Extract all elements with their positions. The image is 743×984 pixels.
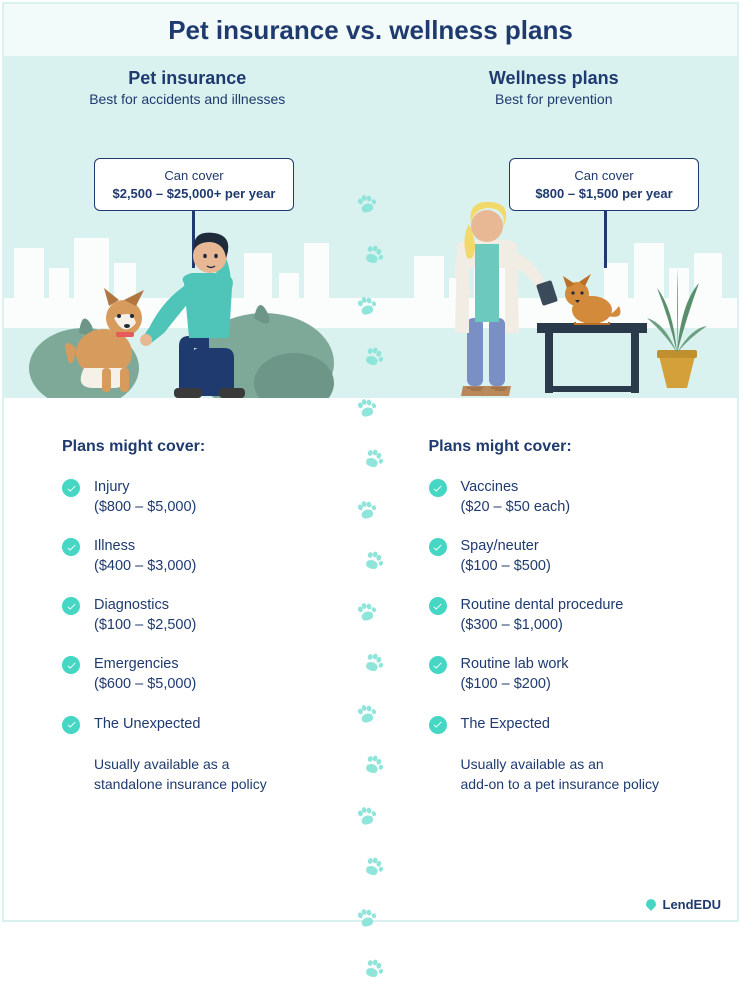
left-availability: Usually available as astandalone insuran… — [94, 754, 343, 795]
coverage-item-text: Injury($800 – $5,000) — [94, 478, 196, 517]
right-column: Plans might cover: Vaccines($20 – $50 ea… — [371, 398, 738, 795]
right-column-header: Wellness plans Best for prevention — [371, 68, 738, 107]
check-icon — [429, 597, 447, 615]
check-icon — [429, 538, 447, 556]
coverage-item-text: Illness($400 – $3,000) — [94, 537, 196, 576]
paw-icon — [360, 956, 387, 982]
paw-icon — [353, 803, 380, 829]
right-heading: Wellness plans — [371, 68, 738, 89]
check-icon — [429, 479, 447, 497]
coverage-item-text: Vaccines($20 – $50 each) — [461, 478, 571, 517]
sign-left-line1: Can cover — [164, 168, 223, 183]
brand-logo: LendEDU — [644, 897, 722, 912]
check-icon — [429, 716, 447, 734]
coverage-item-text: The Unexpected — [94, 715, 200, 735]
illustration-man-dog — [24, 188, 344, 398]
coverage-item: Routine dental procedure($300 – $1,000) — [429, 596, 710, 635]
coverage-item: Vaccines($20 – $50 each) — [429, 478, 710, 517]
coverage-item-text: Spay/neuter($100 – $500) — [461, 537, 551, 576]
check-icon — [62, 479, 80, 497]
paw-icon — [360, 854, 387, 880]
illustration-vet-cat — [397, 188, 717, 398]
sign-right-line1: Can cover — [574, 168, 633, 183]
hero-section: Pet insurance Best for accidents and ill… — [4, 58, 737, 398]
coverage-item: Diagnostics($100 – $2,500) — [62, 596, 343, 635]
left-column: Plans might cover: Injury($800 – $5,000)… — [4, 398, 371, 795]
left-subheading: Best for accidents and illnesses — [4, 91, 371, 107]
left-cover-heading: Plans might cover: — [62, 438, 343, 456]
lower-section: Plans might cover: Injury($800 – $5,000)… — [4, 398, 737, 795]
coverage-item: Illness($400 – $3,000) — [62, 537, 343, 576]
coverage-item: Spay/neuter($100 – $500) — [429, 537, 710, 576]
right-items: Vaccines($20 – $50 each) Spay/neuter($100… — [429, 478, 710, 734]
check-icon — [62, 538, 80, 556]
page-title: Pet insurance vs. wellness plans — [168, 15, 573, 46]
coverage-item-text: Routine lab work($100 – $200) — [461, 655, 569, 694]
right-cover-heading: Plans might cover: — [429, 438, 710, 456]
coverage-item-text: Diagnostics($100 – $2,500) — [94, 596, 196, 635]
coverage-item-text: Emergencies($600 – $5,000) — [94, 655, 196, 694]
check-icon — [62, 597, 80, 615]
left-column-header: Pet insurance Best for accidents and ill… — [4, 68, 371, 107]
brand-icon — [644, 898, 658, 912]
coverage-item: Injury($800 – $5,000) — [62, 478, 343, 517]
coverage-item-text: Routine dental procedure($300 – $1,000) — [461, 596, 624, 635]
left-items: Injury($800 – $5,000) Illness($400 – $3,0… — [62, 478, 343, 734]
right-subheading: Best for prevention — [371, 91, 738, 107]
paw-icon — [353, 905, 380, 931]
brand-text: LendEDU — [663, 897, 722, 912]
title-band: Pet insurance vs. wellness plans — [4, 4, 737, 58]
left-heading: Pet insurance — [4, 68, 371, 89]
check-icon — [62, 656, 80, 674]
coverage-item: The Expected — [429, 715, 710, 735]
coverage-item: The Unexpected — [62, 715, 343, 735]
coverage-item-text: The Expected — [461, 715, 550, 735]
check-icon — [429, 656, 447, 674]
check-icon — [62, 716, 80, 734]
coverage-item: Routine lab work($100 – $200) — [429, 655, 710, 694]
right-availability: Usually available as anadd-on to a pet i… — [461, 754, 710, 795]
coverage-item: Emergencies($600 – $5,000) — [62, 655, 343, 694]
